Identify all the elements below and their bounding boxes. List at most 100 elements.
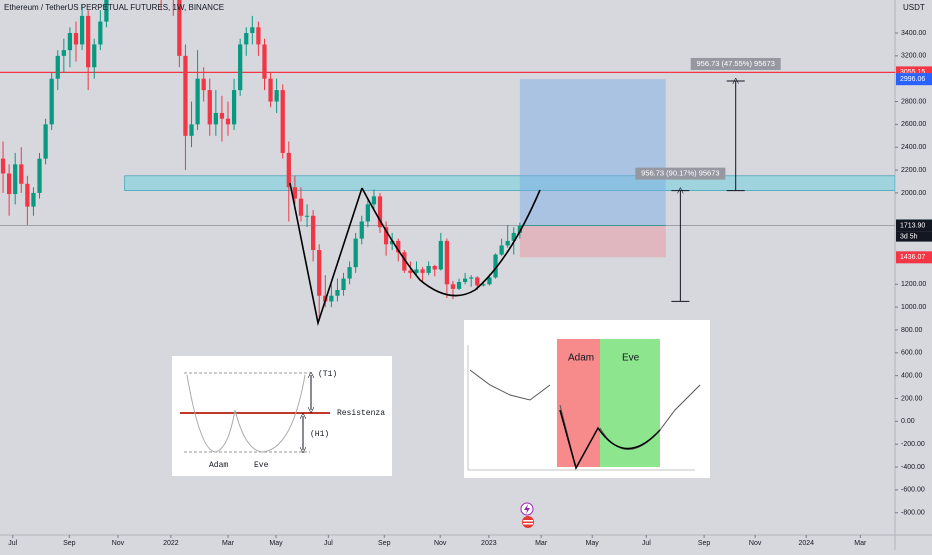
- candle-body: [396, 240, 401, 253]
- price-label: 2996.06: [900, 76, 925, 83]
- candle-body: [67, 33, 73, 51]
- x-tick-label: Sep: [63, 540, 76, 547]
- inset-label: Adam: [568, 353, 594, 364]
- flag-icon[interactable]: [522, 516, 534, 528]
- measure-label: 956.73 (47.55%) 95673: [696, 59, 774, 68]
- x-tick-label: Sep: [378, 540, 391, 547]
- price-label-bg: [896, 73, 932, 86]
- candle-body: [499, 245, 504, 255]
- x-tick-label: Jul: [642, 540, 651, 547]
- candle-body: [487, 277, 492, 285]
- countdown: 3d 5h: [900, 233, 918, 240]
- candle-body: [231, 90, 237, 125]
- candle-body: [408, 270, 413, 273]
- candle-body: [189, 124, 194, 136]
- flag-stripe: [523, 523, 533, 525]
- y-tick-label: -400.00: [901, 464, 925, 471]
- candle-body: [213, 112, 218, 125]
- price-label-bg: [896, 219, 932, 232]
- candle-body: [262, 44, 267, 79]
- y-tick-label: -600.00: [901, 487, 925, 494]
- y-tick-label: 1000.00: [901, 304, 926, 311]
- candle-body: [104, 0, 109, 22]
- y-tick-label: 400.00: [901, 373, 923, 380]
- candle-body: [79, 15, 85, 45]
- candle-body: [311, 215, 316, 251]
- y-tick-label: 2800.00: [901, 98, 926, 105]
- candle-body: [201, 78, 206, 91]
- y-tick-label: -200.00: [901, 441, 925, 448]
- candle-body: [505, 240, 510, 246]
- candle-body: [371, 196, 377, 205]
- candle-body: [280, 90, 285, 153]
- candle-body: [25, 183, 30, 207]
- candle-body: [432, 266, 437, 270]
- candle-body: [438, 240, 443, 270]
- y-tick-label: -800.00: [901, 510, 925, 517]
- inset-axis: [467, 345, 695, 471]
- candle-body: [304, 215, 310, 217]
- x-tick-label: May: [586, 540, 600, 547]
- candle-body: [244, 33, 249, 45]
- candle-body: [86, 15, 91, 68]
- candle-body: [493, 254, 498, 278]
- candle-body: [6, 173, 12, 195]
- candle-body: [365, 204, 370, 222]
- candle-body: [37, 158, 42, 193]
- cup-drawing: [289, 182, 541, 327]
- y-tick-label: 0.00: [901, 418, 915, 425]
- x-tick-label: Jul: [324, 540, 333, 547]
- candle-body: [61, 50, 66, 56]
- candle-body: [92, 44, 97, 68]
- candle-body: [426, 266, 431, 273]
- x-tick-label: 2022: [163, 540, 179, 547]
- candle-body: [353, 238, 358, 268]
- candle-body: [444, 240, 450, 285]
- candle-body: [377, 196, 383, 228]
- candle-body: [517, 225, 522, 233]
- candle-body: [292, 187, 298, 199]
- y-tick-label: 600.00: [901, 350, 923, 357]
- event-icon-glyph: [524, 504, 530, 514]
- candle-body: [177, 0, 182, 56]
- inset-label: Eve: [622, 353, 640, 364]
- candle-body: [219, 112, 225, 119]
- candle-body: [475, 277, 480, 286]
- candle-body: [359, 221, 364, 239]
- candle-body: [335, 290, 340, 296]
- currency: USDT: [903, 3, 925, 12]
- candle-body: [383, 227, 389, 245]
- candle-body: [390, 240, 395, 245]
- candle-body: [268, 78, 273, 102]
- x-tick-label: Nov: [112, 540, 125, 547]
- y-tick-label: 2000.00: [901, 190, 926, 197]
- x-tick-label: Nov: [434, 540, 447, 547]
- chart-title: Ethereum / TetherUS PERPETUAL FUTURES, 1…: [4, 3, 224, 12]
- inset-curve: [559, 409, 661, 470]
- stop-area: [519, 225, 666, 258]
- candle-body: [469, 277, 474, 279]
- candle-body: [207, 90, 212, 125]
- candle-body: [481, 284, 486, 286]
- inset-label: Eve: [254, 461, 269, 470]
- candle-body: [347, 267, 352, 279]
- candle-body: [414, 269, 419, 273]
- resistance-zone: [124, 175, 895, 191]
- candle-body: [450, 284, 456, 289]
- candle-body: [195, 78, 200, 125]
- y-tick-label: 2400.00: [901, 144, 926, 151]
- candle-body: [329, 295, 334, 302]
- candle-body: [183, 55, 188, 136]
- x-tick-label: Sep: [698, 540, 711, 547]
- y-tick-label: 1200.00: [901, 281, 926, 288]
- candle-body: [317, 250, 322, 296]
- y-tick-label: 800.00: [901, 327, 923, 334]
- candle-body: [256, 27, 261, 45]
- candle-body: [298, 198, 304, 216]
- target-area: [519, 79, 666, 226]
- candle-body: [341, 278, 346, 291]
- inset-left: (T1) Resistenza (H1) Adam Eve: [172, 356, 392, 476]
- candle-body: [13, 164, 18, 195]
